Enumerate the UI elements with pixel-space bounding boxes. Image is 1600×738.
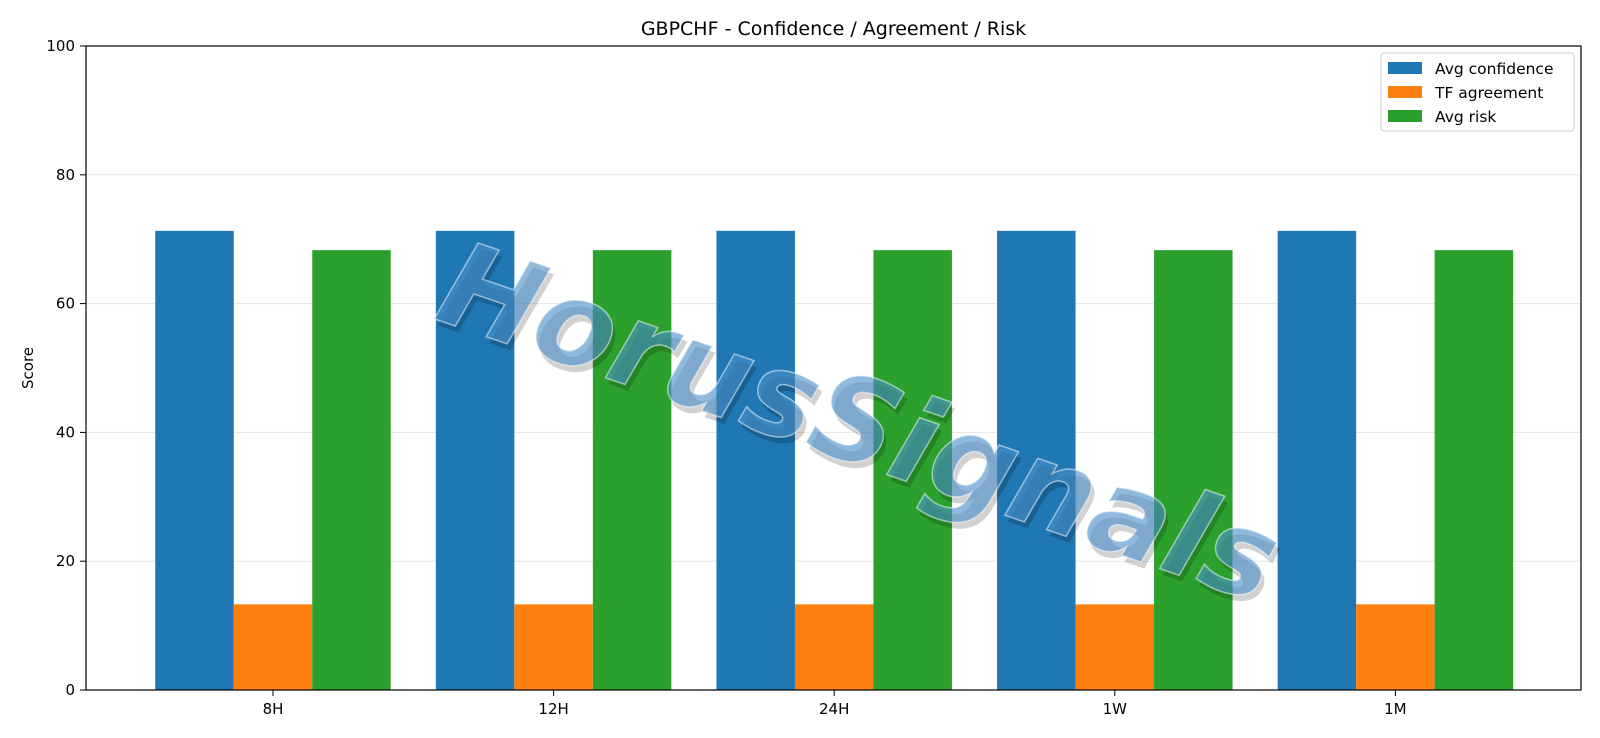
y-axis-title: Score	[19, 347, 37, 389]
y-tick-label: 100	[46, 37, 75, 55]
bar-avg-confidence	[997, 230, 1076, 690]
y-tick-label: 80	[56, 166, 75, 184]
x-tick-label: 12H	[538, 700, 568, 718]
bar-tf-agreement	[794, 604, 874, 690]
y-tick-label: 40	[56, 423, 75, 441]
legend-box	[1380, 52, 1575, 132]
bars	[155, 230, 1514, 690]
bar-avg-confidence	[435, 230, 515, 690]
x-tick-label: 8H	[263, 700, 284, 718]
bar-avg-risk	[1434, 250, 1514, 690]
bar-tf-agreement	[233, 604, 313, 690]
bar-tf-agreement	[1356, 604, 1435, 690]
bar-avg-confidence	[1277, 230, 1357, 690]
bar-avg-risk	[1154, 250, 1233, 690]
legend-label: Avg risk	[1435, 108, 1496, 126]
bar-avg-risk	[312, 250, 391, 690]
bar-avg-confidence	[716, 230, 795, 690]
x-axis: 8H 12H 24H 1W 1M	[263, 690, 1407, 718]
x-tick-label: 24H	[819, 700, 849, 718]
x-tick-label: 1M	[1384, 700, 1407, 718]
bar-avg-risk	[592, 250, 672, 690]
y-axis: 0 20 40 60 80 100	[46, 37, 86, 699]
x-tick-label: 1W	[1103, 700, 1128, 718]
bar-avg-risk	[873, 250, 952, 690]
legend-label: Avg confidence	[1435, 60, 1553, 78]
bar-tf-agreement	[1075, 604, 1155, 690]
y-tick-label: 60	[56, 295, 75, 313]
legend: Avg confidence TF agreement Avg risk	[1380, 52, 1575, 132]
y-tick-label: 20	[56, 552, 75, 570]
y-tick-label: 0	[65, 681, 75, 699]
legend-label: TF agreement	[1434, 84, 1543, 102]
chart-title: GBPCHF - Confidence / Agreement / Risk	[641, 18, 1026, 40]
bar-avg-confidence	[155, 230, 234, 690]
legend-swatch	[1388, 86, 1422, 98]
legend-swatch	[1388, 62, 1422, 74]
plot-area-frame	[85, 45, 1582, 691]
legend-swatch	[1388, 110, 1422, 122]
bar-tf-agreement	[514, 604, 593, 690]
